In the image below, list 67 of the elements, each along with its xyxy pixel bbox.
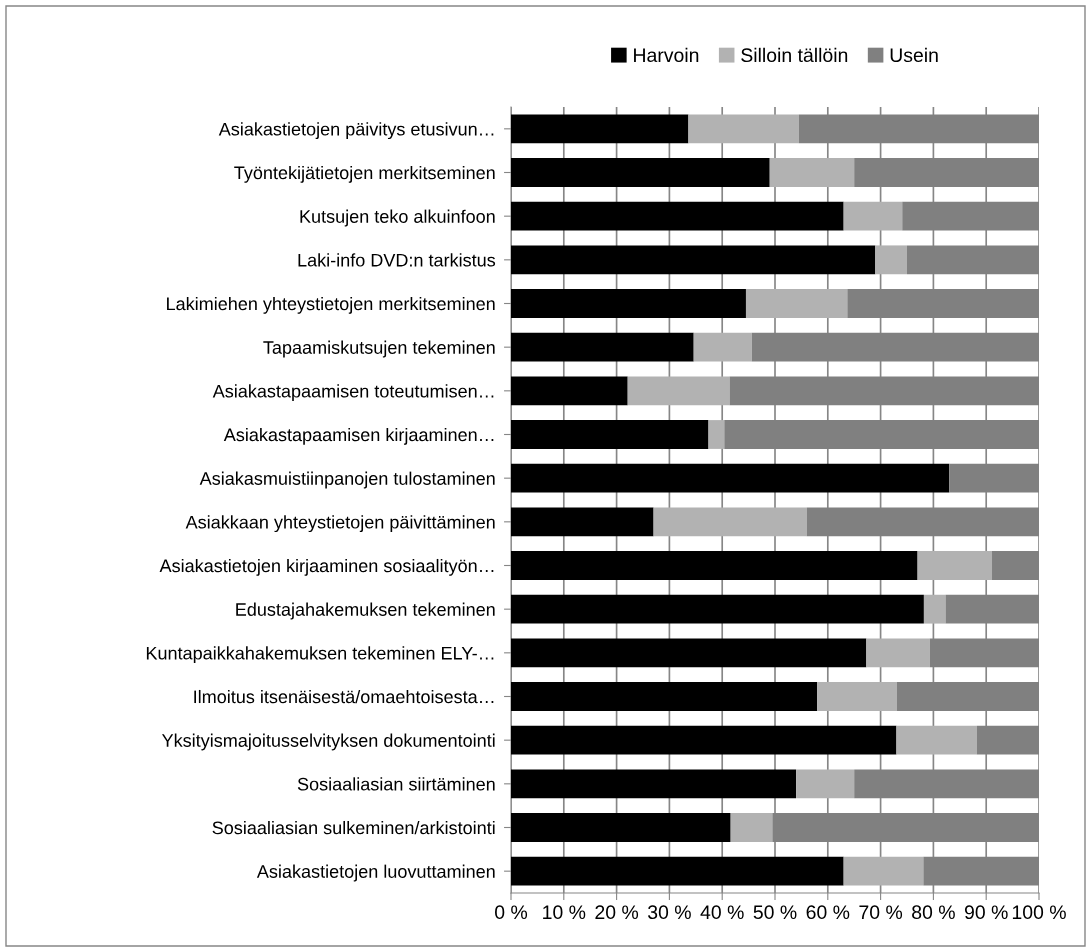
legend-label: Harvoin — [634, 47, 699, 63]
bar — [796, 769, 855, 799]
bar — [627, 376, 730, 406]
bar — [511, 725, 897, 755]
bar — [817, 682, 897, 711]
bar — [653, 507, 807, 537]
bar — [708, 420, 725, 449]
bar — [511, 158, 770, 187]
bar — [843, 856, 924, 886]
bar — [511, 114, 689, 144]
bar — [511, 594, 924, 624]
x-tick-label: 0 % — [495, 905, 528, 920]
bar — [511, 289, 746, 318]
x-tick-label: 40 % — [700, 905, 744, 920]
bar — [917, 551, 993, 580]
bar — [511, 201, 844, 231]
y-tick-label: Asiakastietojen kirjaaminen sosiaalityön… — [159, 558, 494, 576]
y-tick-label: Laki-info DVD:n tarkistus — [298, 253, 496, 267]
bar — [688, 114, 799, 144]
bar — [511, 813, 731, 842]
x-tick-label: 90 % — [964, 905, 1008, 920]
y-tick-label: Tapaamiskutsujen tekeminen — [263, 340, 495, 358]
x-tick-label: 10 % — [543, 905, 586, 920]
y-tick-label: Asiakastapaamisen kirjaaminen… — [223, 427, 494, 445]
y-tick-label: Asiakastietojen luovuttaminen — [256, 864, 495, 882]
bar — [896, 725, 977, 755]
x-tick-label: 50 % — [753, 905, 797, 920]
bar — [745, 289, 848, 318]
x-tick-label: 80 % — [912, 905, 955, 920]
bar — [730, 813, 773, 842]
bar — [511, 463, 950, 493]
bar — [693, 332, 752, 362]
x-tick-label: 100 % — [1012, 905, 1066, 920]
bar — [511, 856, 844, 886]
x-tick-label: 70 % — [859, 905, 903, 920]
bar — [511, 551, 918, 580]
bar — [923, 594, 946, 624]
y-tick-label: Lakimiehen yhteystietojen merkitseminen — [167, 296, 495, 314]
bar — [511, 682, 818, 711]
bar — [769, 158, 855, 187]
bar — [511, 638, 867, 668]
y-tick-label: Kutsujen teko alkuinfoon — [300, 209, 495, 227]
y-tick-label: Asiakasmuistiinpanojen tulostaminen — [199, 471, 495, 489]
x-tick-label: 60 % — [806, 905, 850, 920]
bar — [511, 507, 654, 537]
y-tick-label: Sosiaaliasian siirtäminen — [297, 777, 495, 791]
legend-label: Usein — [890, 47, 938, 63]
y-tick-label: Sosiaaliasian sulkeminen/arkistointi — [212, 820, 495, 835]
bar — [511, 376, 628, 406]
y-tick-label: Kuntapaikkahakemuksen tekeminen ELY-… — [146, 646, 494, 664]
bar — [511, 420, 709, 449]
bar — [511, 332, 694, 362]
y-tick-label: Työntekijätietojen merkitseminen — [234, 165, 495, 183]
bar — [866, 638, 930, 668]
y-tick-label: Asiakkaan yhteystietojen päivittäminen — [185, 515, 495, 533]
y-tick-label: Ilmoitus itsenäisestä/omaehtoisesta… — [194, 689, 494, 704]
bar — [511, 245, 876, 275]
y-tick-label: Yksityismajoitusselvityksen dokumentointi — [161, 733, 495, 751]
x-tick-label: 20 % — [595, 905, 639, 920]
y-tick-label: Edustajahakemuksen tekeminen — [236, 602, 495, 620]
y-tick-label: Asiakastietojen päivitys etusivun… — [218, 122, 494, 140]
x-tick-label: 30 % — [647, 905, 691, 920]
bar — [511, 769, 797, 799]
legend-label: Silloin tällöin — [741, 47, 848, 63]
bar — [875, 245, 907, 275]
bar — [843, 201, 903, 231]
y-tick-label: Asiakastapaamisen toteutumisen… — [212, 384, 494, 402]
